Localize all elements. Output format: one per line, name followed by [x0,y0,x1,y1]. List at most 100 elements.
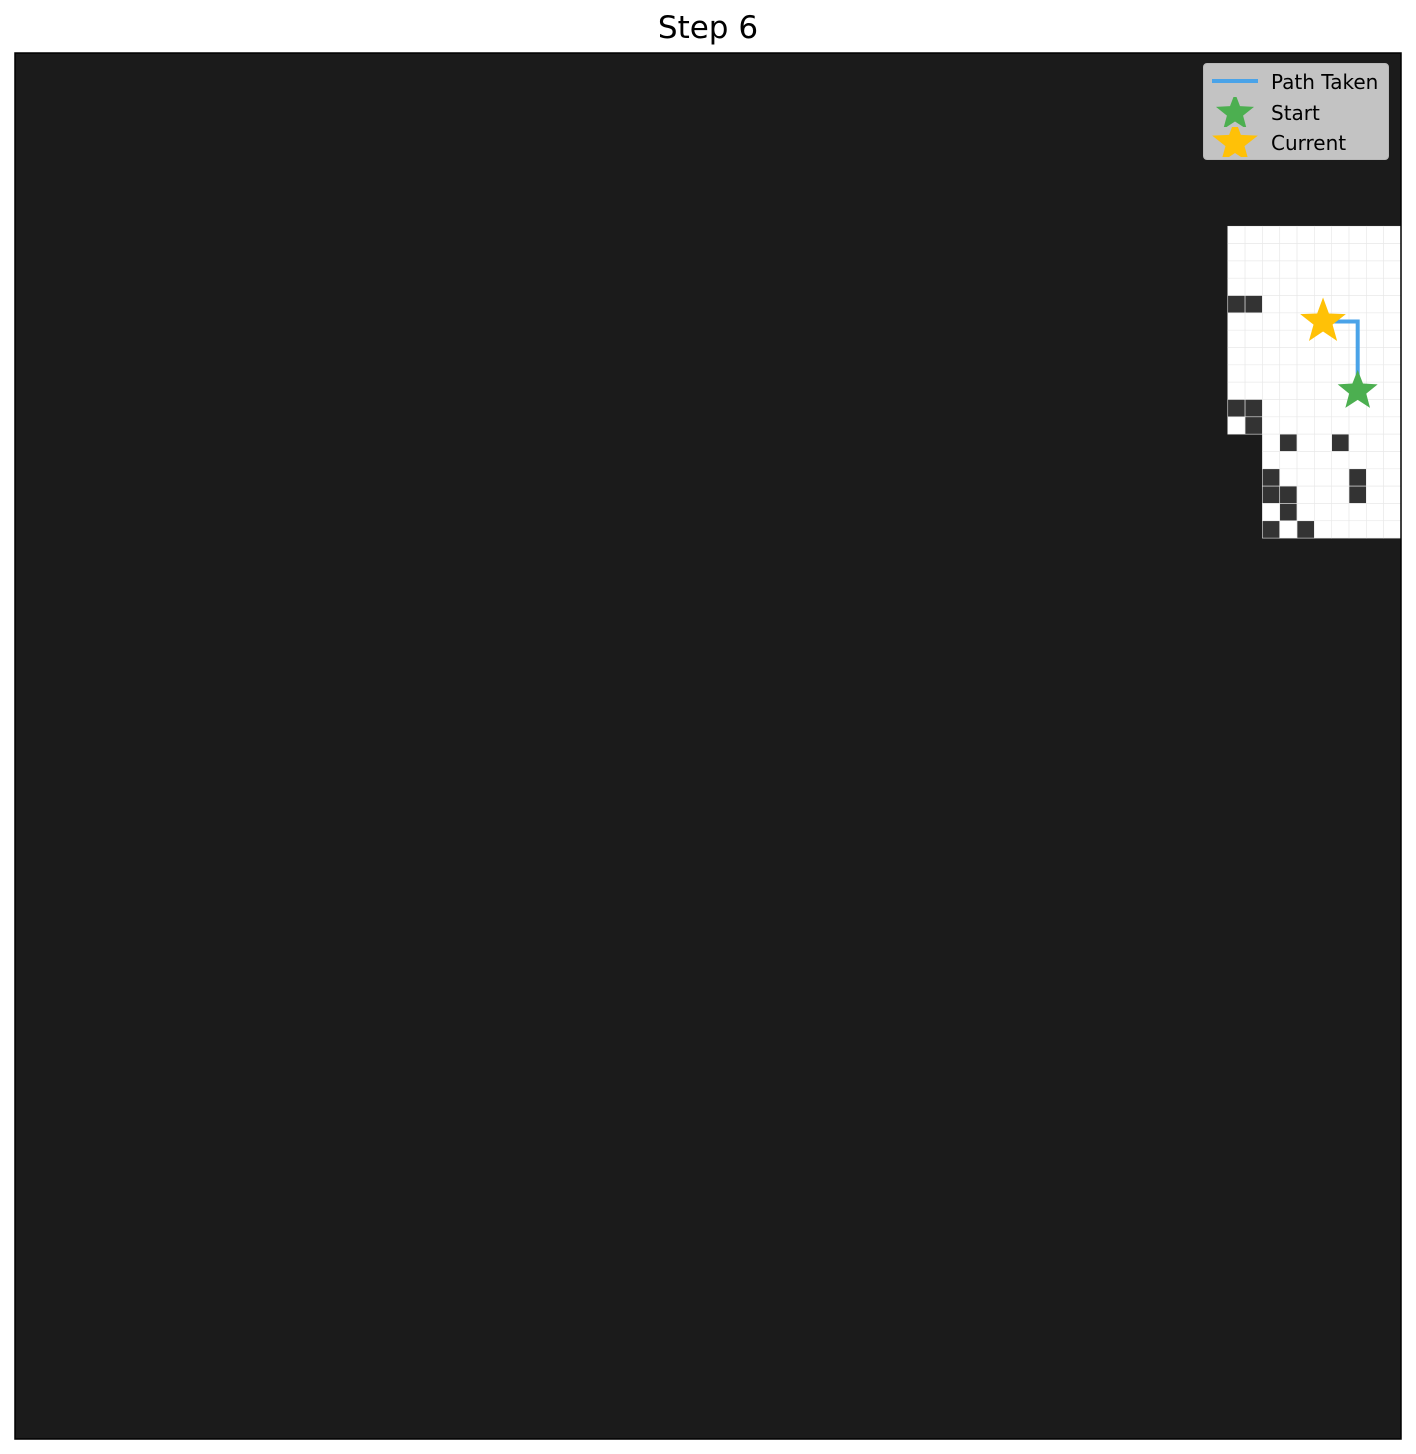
free-cell [1262,364,1281,383]
free-cell [1331,225,1350,244]
free-cell [1314,451,1333,470]
free-cell [1296,364,1315,383]
free-cell [1262,451,1281,470]
free-cell [1314,364,1333,383]
free-cell [1279,347,1298,366]
free-cell [1314,399,1333,418]
free-cell [1331,243,1350,262]
free-cell [1227,277,1246,296]
free-cell [1296,451,1315,470]
free-cell [1244,243,1263,262]
free-cell [1279,468,1298,487]
free-cell [1366,295,1384,314]
free-cell [1296,399,1315,418]
free-cell [1262,243,1281,262]
free-cell [1366,225,1384,244]
free-cell [1227,329,1246,348]
free-cell [1314,416,1333,435]
step-title: Step 6 [657,10,759,46]
free-cell [1262,260,1281,279]
free-cell [1227,364,1246,383]
free-cell [1296,243,1315,262]
free-cell [1296,295,1315,314]
free-cell [1348,243,1367,262]
free-cell [1314,277,1333,296]
wall-cell [1244,416,1263,435]
legend-entry-current: Current [1204,127,1390,157]
free-cell [1366,364,1384,383]
free-cell [1348,295,1367,314]
legend: Path Taken Start Current [1203,63,1389,160]
wall-cell [1262,520,1281,539]
legend-label-start: Start [1271,101,1320,125]
free-cell [1227,312,1246,331]
axes-frame [14,52,1402,1440]
free-cell [1383,277,1402,296]
free-cell [1331,260,1350,279]
free-cell [1348,520,1367,539]
free-cell [1262,416,1281,435]
free-cell [1366,416,1384,435]
wall-cell [1296,520,1315,539]
free-cell [1383,381,1402,400]
free-cell [1227,260,1246,279]
free-cell [1331,503,1350,522]
free-cell [1262,277,1281,296]
free-cell [1383,347,1402,366]
free-cell [1383,485,1402,504]
free-cell [1244,225,1263,244]
free-cell [1279,364,1298,383]
free-cell [1296,381,1315,400]
wall-cell [1244,399,1263,418]
free-cell [1314,468,1333,487]
wall-cell [1262,485,1281,504]
path-line-icon [1212,79,1258,83]
free-cell [1244,260,1263,279]
free-cell [1244,329,1263,348]
free-cell [1366,433,1384,452]
free-cell [1348,451,1367,470]
free-cell [1279,243,1298,262]
fog-background [15,53,1401,1439]
free-cell [1279,295,1298,314]
free-cell [1348,433,1367,452]
free-cell [1262,312,1281,331]
free-cell [1383,260,1402,279]
free-cell [1227,381,1246,400]
free-cell [1383,399,1402,418]
free-cell [1262,381,1281,400]
free-cell [1366,399,1384,418]
free-cell [1314,260,1333,279]
free-cell [1314,243,1333,262]
free-cell [1227,347,1246,366]
free-cell [1262,329,1281,348]
free-cell [1331,485,1350,504]
legend-label-path: Path Taken [1271,70,1379,94]
free-cell [1279,399,1298,418]
wall-cell [1348,468,1367,487]
free-cell [1314,520,1333,539]
free-cell [1314,485,1333,504]
free-cell [1366,277,1384,296]
free-cell [1366,451,1384,470]
free-cell [1244,277,1263,296]
free-cell [1227,416,1246,435]
free-cell [1366,312,1384,331]
legend-label-current: Current [1271,131,1347,155]
free-cell [1383,503,1402,522]
free-cell [1279,260,1298,279]
free-cell [1383,416,1402,435]
free-cell [1314,225,1333,244]
free-cell [1314,347,1333,366]
start-star-icon [1337,369,1378,408]
free-cell [1366,503,1384,522]
free-cell [1296,485,1315,504]
free-cell [1383,364,1402,383]
wall-cell [1227,399,1246,418]
free-cell [1366,347,1384,366]
wall-cell [1348,485,1367,504]
current-star-icon [1300,297,1346,341]
wall-cell [1244,295,1263,314]
free-cell [1244,364,1263,383]
free-cell [1314,503,1333,522]
